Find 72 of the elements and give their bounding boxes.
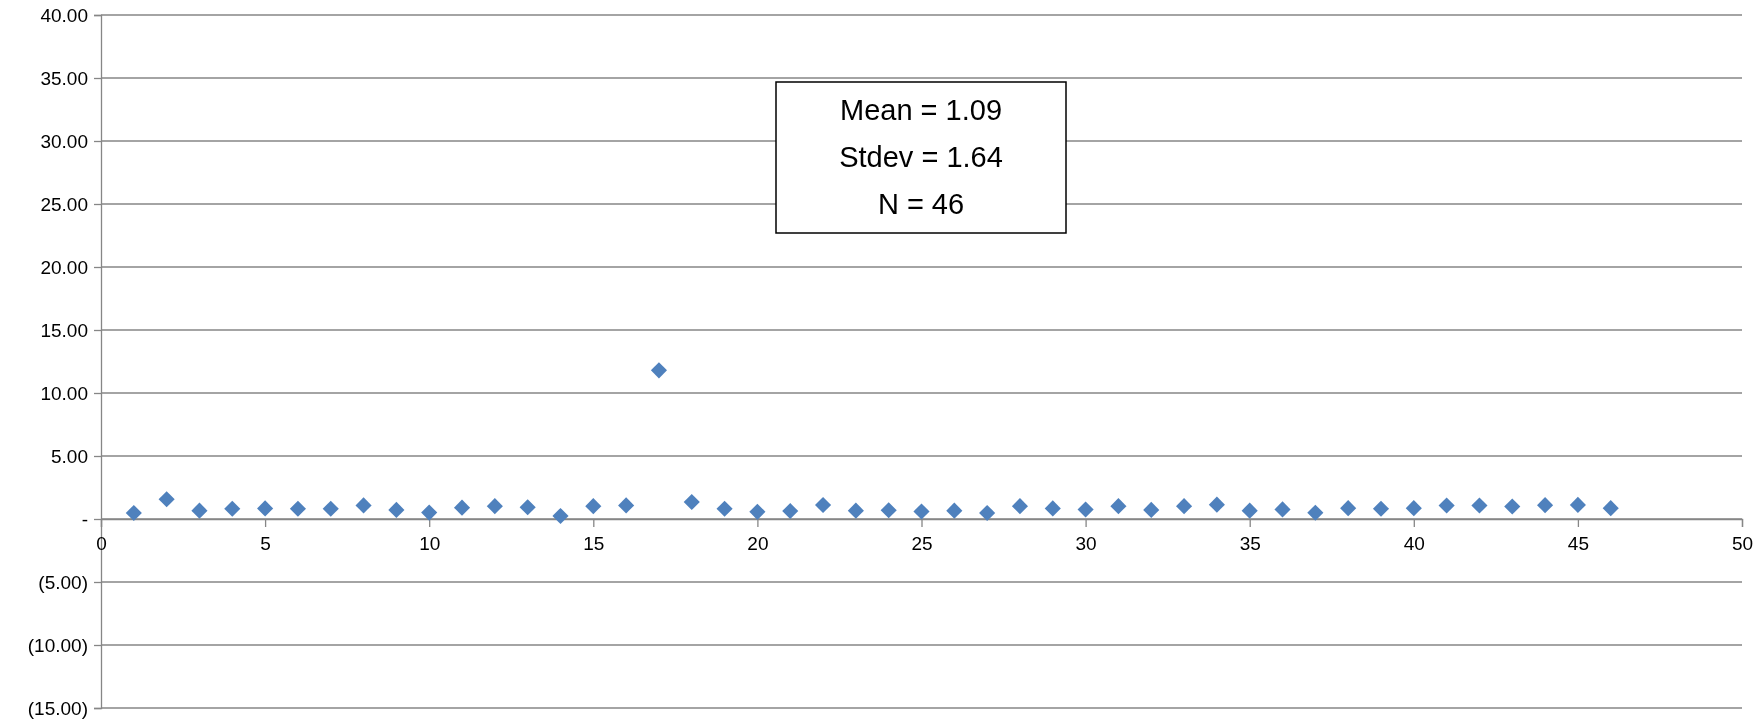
point	[946, 502, 963, 519]
point	[585, 498, 602, 515]
point	[1569, 496, 1586, 513]
y-tick-label: 5.00	[51, 445, 88, 467]
x-tick-label: 5	[260, 533, 271, 555]
y-tick-label: 15.00	[40, 319, 88, 341]
x-tick-label: 0	[96, 533, 107, 555]
point	[880, 502, 897, 519]
point	[814, 496, 832, 514]
x-tick-label: 20	[747, 533, 769, 555]
point	[224, 500, 241, 517]
point	[1274, 501, 1291, 518]
point	[683, 493, 700, 511]
point	[191, 502, 208, 519]
point	[1143, 501, 1160, 518]
point	[913, 503, 930, 520]
point	[1504, 498, 1521, 515]
point	[618, 497, 635, 514]
y-tick-label: 35.00	[40, 67, 88, 89]
point	[782, 503, 799, 520]
point	[1405, 500, 1422, 517]
point	[322, 500, 339, 517]
point	[1471, 497, 1488, 514]
x-tick-label: 35	[1239, 533, 1261, 555]
point	[552, 507, 569, 525]
y-tick-label: 25.00	[40, 193, 88, 215]
point	[257, 500, 274, 517]
point	[1176, 498, 1193, 515]
point	[125, 504, 142, 522]
y-tick-label: 30.00	[40, 130, 88, 152]
x-tick-label: 30	[1075, 533, 1097, 555]
y-tick-label: (5.00)	[38, 571, 88, 593]
point	[1011, 498, 1029, 515]
point	[749, 503, 766, 520]
point	[158, 491, 175, 508]
point	[1241, 502, 1258, 519]
y-tick-label: (15.00)	[27, 697, 88, 719]
point	[847, 502, 864, 519]
annotation: Stdev = 1.64	[839, 141, 1003, 173]
point	[1340, 500, 1357, 517]
point	[716, 500, 733, 517]
point	[650, 362, 667, 379]
annotation: Mean = 1.09	[839, 94, 1003, 126]
point	[1307, 504, 1324, 521]
y-tick-label: 10.00	[40, 382, 88, 404]
point	[1077, 501, 1094, 518]
annotation: N = 46	[877, 188, 965, 220]
point	[1372, 500, 1390, 517]
y-tick-label: 40.00	[40, 4, 88, 26]
point	[355, 497, 372, 514]
point	[1208, 496, 1225, 513]
point	[979, 504, 996, 522]
x-tick-label: 10	[419, 533, 441, 555]
point	[1110, 498, 1127, 515]
point	[289, 500, 306, 517]
x-tick-label: 45	[1567, 533, 1589, 555]
point	[388, 501, 405, 518]
point	[453, 499, 471, 516]
x-tick-label: 50	[1731, 533, 1754, 555]
y-tick-label: 20.00	[40, 256, 88, 278]
point	[519, 499, 536, 516]
point	[486, 498, 503, 515]
point	[1537, 497, 1554, 514]
x-tick-label: 25	[911, 533, 933, 555]
x-tick-label: 40	[1403, 533, 1425, 555]
point	[421, 504, 438, 521]
y-tick-label: -	[81, 508, 88, 530]
x-tick-label: 15	[583, 533, 605, 555]
point	[1438, 497, 1455, 514]
y-tick-label: (10.00)	[27, 634, 88, 656]
point	[1602, 500, 1619, 517]
point	[1044, 500, 1061, 517]
